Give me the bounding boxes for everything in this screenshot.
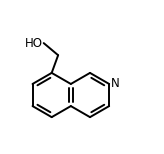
Text: N: N <box>111 77 120 90</box>
Text: HO: HO <box>24 37 42 50</box>
